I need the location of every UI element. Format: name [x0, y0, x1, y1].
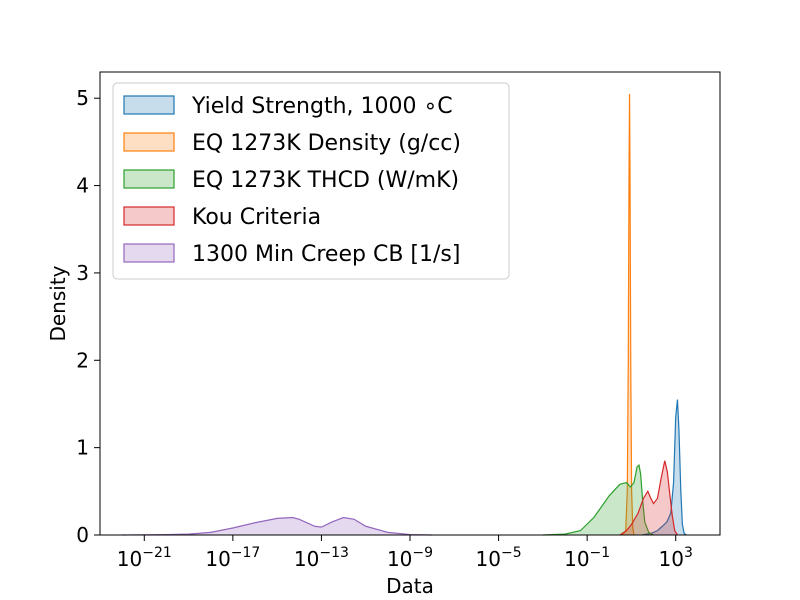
series-line-2	[542, 463, 654, 536]
y-tick-label: 2	[76, 348, 89, 372]
x-tick-label: 10−21	[117, 545, 172, 571]
x-axis-label: Data	[386, 574, 434, 598]
y-tick-label: 4	[76, 174, 89, 198]
legend-swatch	[123, 206, 175, 226]
legend-swatch	[123, 243, 175, 263]
y-tick-label: 3	[76, 261, 89, 285]
x-axis: 10−21 10−17 10−13 10−9 10−5 10−1 103	[117, 535, 693, 571]
x-tick-label: 10−17	[205, 545, 260, 571]
series-fill-4	[122, 517, 433, 535]
series-fill-3	[619, 460, 678, 535]
x-tick-label: 10−1	[564, 545, 610, 571]
x-tick-label: 103	[659, 545, 693, 571]
y-tick-label: 1	[76, 436, 89, 460]
legend-label: EQ 1273K THCD (W/mK)	[192, 168, 459, 193]
y-axis-label: Density	[46, 265, 70, 341]
y-axis: 0 1 2 3 4 5	[76, 86, 100, 547]
series-fill-2	[542, 465, 654, 535]
legend-box	[112, 82, 510, 280]
x-tick-label: 10−5	[476, 545, 522, 571]
legend-label: 1300 Min Creep CB [1/s]	[192, 242, 460, 267]
y-tick-label: 0	[76, 523, 89, 547]
series-line-1	[622, 93, 635, 536]
legend-label: Kou Criteria	[192, 205, 321, 230]
legend-label: Yield Strength, 1000 ∘C	[191, 94, 453, 119]
series-line-4	[122, 516, 433, 536]
legend-label: EQ 1273K Density (g/cc)	[192, 131, 461, 156]
series-line-0	[641, 399, 687, 536]
x-tick-label: 10−13	[294, 545, 349, 571]
legend: Yield Strength, 1000 ∘C EQ 1273K Density …	[112, 82, 510, 280]
y-tick-label: 5	[76, 86, 89, 110]
x-tick-label: 10−9	[387, 545, 433, 571]
legend-swatch	[123, 95, 175, 115]
legend-swatch	[123, 132, 175, 152]
series-line-3	[619, 460, 678, 536]
legend-swatch	[123, 169, 175, 189]
series-layer	[122, 93, 687, 536]
